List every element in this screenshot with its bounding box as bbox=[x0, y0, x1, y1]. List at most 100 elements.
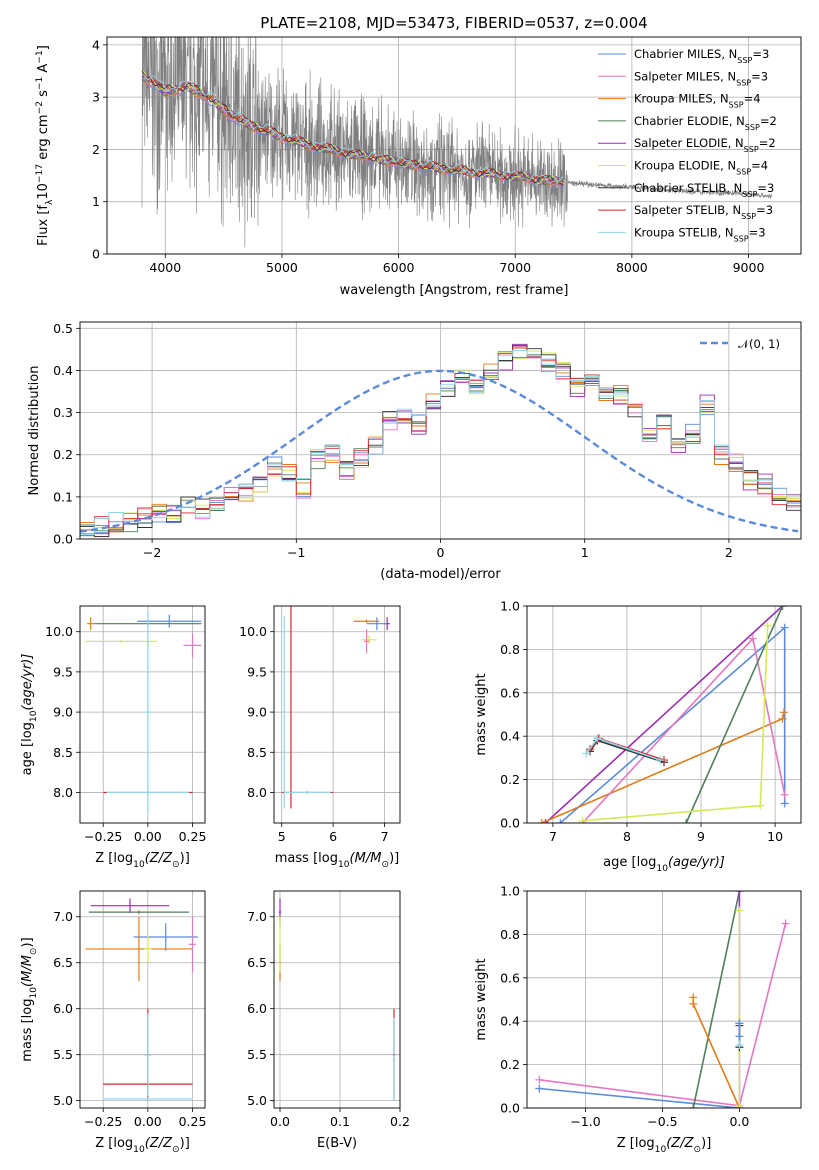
legend-entry: Kroupa ELODIE, NSSP=4 bbox=[634, 159, 768, 177]
axes-frame bbox=[79, 890, 206, 1109]
y-axis-label: mass [log10(M/M⊙)] bbox=[20, 937, 39, 1061]
x-tick-label: 4000 bbox=[149, 260, 181, 275]
x-axis-label: wavelength [Angstrom, rest frame] bbox=[340, 283, 569, 298]
y-tick-label: 0.6 bbox=[500, 685, 520, 700]
x-tick-label: −0.25 bbox=[84, 829, 122, 844]
series-line-salpeter-elodie bbox=[544, 606, 784, 823]
y-tick-label: 9.0 bbox=[247, 705, 267, 720]
x-tick-label: 9000 bbox=[733, 260, 765, 275]
y-axis-label: age [log10(age/yr)] bbox=[20, 654, 39, 776]
plot-area-age-vs-Z bbox=[85, 611, 202, 813]
y-tick-label: 4 bbox=[92, 37, 100, 52]
series-marker bbox=[778, 606, 787, 610]
legend-entry: Chabrier MILES, NSSP=3 bbox=[634, 47, 769, 65]
y-tick-label: 0.4 bbox=[53, 363, 73, 378]
histogram-kroupa-stelib bbox=[80, 350, 801, 535]
legend-entry: Chabrier STELIB, NSSP=3 bbox=[634, 181, 774, 199]
x-axis-label: (data-model)/error bbox=[380, 567, 501, 582]
legend-entry: Kroupa MILES, NSSP=4 bbox=[634, 92, 761, 110]
y-tick-label: 5.0 bbox=[247, 1093, 267, 1108]
x-tick-label: 6 bbox=[329, 829, 337, 844]
series-marker bbox=[779, 708, 788, 717]
x-tick-label: −1 bbox=[287, 545, 305, 560]
model-line-salpeter-stelib bbox=[141, 73, 564, 185]
series-line-chabrier-miles bbox=[539, 1087, 740, 1108]
x-tick-label: 6000 bbox=[383, 260, 415, 275]
y-tick-label: 0.8 bbox=[500, 642, 520, 657]
series-marker bbox=[537, 819, 546, 823]
x-tick-label: 10 bbox=[767, 829, 783, 844]
y-tick-label: 0.1 bbox=[53, 489, 73, 504]
y-tick-label: 7.0 bbox=[53, 909, 73, 924]
y-tick-label: 0.6 bbox=[500, 970, 520, 985]
y-tick-label: 6.0 bbox=[247, 1001, 267, 1016]
plot-area-spectrum bbox=[141, 37, 772, 248]
axes-frame bbox=[106, 36, 802, 255]
y-tick-label: 0.5 bbox=[53, 321, 73, 336]
y-tick-label: 0.0 bbox=[500, 816, 520, 831]
series-marker bbox=[735, 1101, 744, 1108]
axes-mass-vs-Z: −0.25 0.00 0.25 5.0 5.5 6.0 6.5 7.0 Z [log10(Z/Z… bbox=[20, 890, 206, 1155]
x-tick-label: 2 bbox=[725, 545, 733, 560]
x-axis-label: Z [log10(Z/Z⊙)] bbox=[95, 851, 190, 870]
series-marker bbox=[756, 801, 765, 810]
axes-weight-vs-Z: −1.0 −0.5 0.0 0.0 0.2 0.4 0.6 0.8 1.0 Z [log10(Z/… bbox=[474, 884, 802, 1155]
x-tick-label: 0.00 bbox=[134, 1114, 162, 1129]
x-axis-label: age [log10(age/yr)] bbox=[603, 855, 725, 874]
y-tick-label: 0.2 bbox=[500, 1057, 520, 1072]
y-tick-label: 0.8 bbox=[500, 927, 520, 942]
plot-area-weight-vs-age bbox=[537, 606, 789, 823]
axes-frame bbox=[273, 605, 401, 824]
y-tick-label: 0.0 bbox=[500, 1101, 520, 1116]
x-axis-label: mass [log10(M/M⊙)] bbox=[275, 851, 399, 870]
y-tick-label: 2 bbox=[92, 142, 100, 157]
y-tick-label: 0.2 bbox=[500, 772, 520, 787]
y-tick-label: 6.0 bbox=[53, 1001, 73, 1016]
y-tick-label: 0.0 bbox=[53, 532, 73, 547]
y-tick-label: 3 bbox=[92, 90, 100, 105]
legend-entry: 𝒩(0, 1) bbox=[738, 337, 780, 351]
y-tick-label: 8.0 bbox=[53, 785, 73, 800]
plot-area-mass-vs-ebv bbox=[278, 898, 396, 1101]
x-tick-label: 8 bbox=[623, 829, 631, 844]
x-tick-label: 0.1 bbox=[330, 1114, 350, 1129]
series-marker bbox=[682, 819, 691, 823]
y-axis-label: Flux [fλ10−17 erg cm−2 s−1 A−1] bbox=[35, 45, 55, 246]
x-tick-label: 5000 bbox=[266, 260, 298, 275]
axes-weight-vs-age: 7 8 9 10 0.0 0.2 0.4 0.6 0.8 1.0 age [log10(age/yr… bbox=[474, 599, 802, 874]
y-tick-label: 7.0 bbox=[247, 909, 267, 924]
histogram-kroupa-miles bbox=[80, 347, 801, 533]
axes-mass-vs-ebv: 0.0 0.1 0.2 5.0 5.5 6.0 6.5 7.0 E(B-V) bbox=[247, 890, 410, 1151]
y-tick-label: 9.5 bbox=[53, 664, 73, 679]
series-marker bbox=[780, 623, 789, 632]
series-marker bbox=[656, 756, 665, 765]
y-tick-label: 9.0 bbox=[53, 705, 73, 720]
x-tick-label: 0.00 bbox=[134, 829, 162, 844]
x-tick-label: 9 bbox=[697, 829, 705, 844]
model-line-salpeter-elodie bbox=[141, 73, 564, 185]
series-marker bbox=[541, 819, 550, 823]
x-tick-label: 0.0 bbox=[729, 1114, 749, 1129]
y-tick-label: 5.5 bbox=[247, 1047, 267, 1062]
series-marker bbox=[778, 714, 787, 723]
plot-area-weight-vs-Z bbox=[535, 891, 790, 1108]
model-line-kroupa-stelib bbox=[141, 73, 564, 184]
series-marker bbox=[593, 734, 602, 743]
axes-spectrum: 4000 5000 6000 7000 8000 9000 0 1 2 3 4 PLATE=2108,… bbox=[35, 14, 802, 298]
x-tick-label: −2 bbox=[143, 545, 161, 560]
x-tick-label: 7 bbox=[381, 829, 389, 844]
axes-frame bbox=[526, 605, 802, 824]
y-tick-label: 0.3 bbox=[53, 405, 73, 420]
series-marker bbox=[780, 790, 789, 799]
y-tick-label: 6.5 bbox=[247, 955, 267, 970]
series-marker bbox=[735, 1019, 744, 1028]
x-axis-label: Z [log10(Z/Z⊙)] bbox=[617, 1136, 712, 1155]
series-marker bbox=[735, 891, 744, 895]
y-tick-label: 0 bbox=[92, 247, 100, 262]
y-tick-label: 6.5 bbox=[53, 955, 73, 970]
series-marker bbox=[689, 1104, 698, 1108]
series-marker bbox=[780, 799, 789, 808]
legend-entry: Salpeter STELIB, NSSP=3 bbox=[634, 203, 773, 221]
y-tick-label: 1 bbox=[92, 194, 100, 209]
